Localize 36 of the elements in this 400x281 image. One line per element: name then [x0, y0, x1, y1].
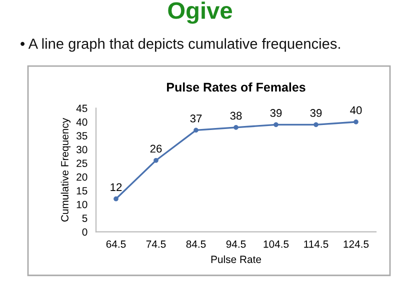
data-label: 39: [270, 109, 282, 117]
y-tick-label: 35: [76, 132, 88, 140]
data-label: 26: [150, 144, 162, 153]
x-axis-title: Pulse Rate: [211, 255, 262, 264]
y-tick-label: 40: [76, 118, 88, 126]
text: • A line graph that depicts cumulative frequencies.: [20, 38, 340, 52]
x-tick-label: 104.5: [264, 240, 289, 248]
y-tick-label: 20: [76, 173, 88, 181]
point: [314, 122, 318, 128]
x-tick-label: 64.5: [106, 240, 126, 248]
data-label: 37: [190, 114, 202, 122]
y-axis-title: Cumulative Frequency: [60, 118, 71, 222]
y-tick-label: 15: [76, 187, 88, 194]
data-label: 40: [350, 106, 362, 114]
point: [234, 124, 238, 130]
y-tick-label: 30: [76, 146, 88, 154]
point: [114, 196, 118, 202]
x-tick-label: 94.5: [226, 240, 246, 248]
y-tick-label: 10: [76, 200, 88, 208]
point: [274, 122, 278, 128]
chart-title: Pulse Rates of Females: [167, 82, 306, 92]
y-tick-label: 25: [76, 160, 88, 168]
x-tick-label: 114.5: [304, 240, 328, 248]
y-tick-label: 5: [82, 214, 88, 222]
point: [154, 158, 158, 163]
point: [194, 128, 198, 133]
text: Ogive: [168, 2, 232, 24]
y-tick-label: 0: [82, 228, 88, 236]
x-tick-label: 74.5: [146, 240, 166, 248]
x-tick-label: 124.5: [344, 240, 369, 248]
data-label: 12: [110, 183, 122, 191]
data-label: 39: [310, 109, 322, 117]
y-tick-label: 45: [76, 104, 88, 112]
data-label: 38: [230, 112, 242, 120]
point: [354, 119, 358, 124]
x-tick-label: 84.5: [186, 240, 206, 248]
